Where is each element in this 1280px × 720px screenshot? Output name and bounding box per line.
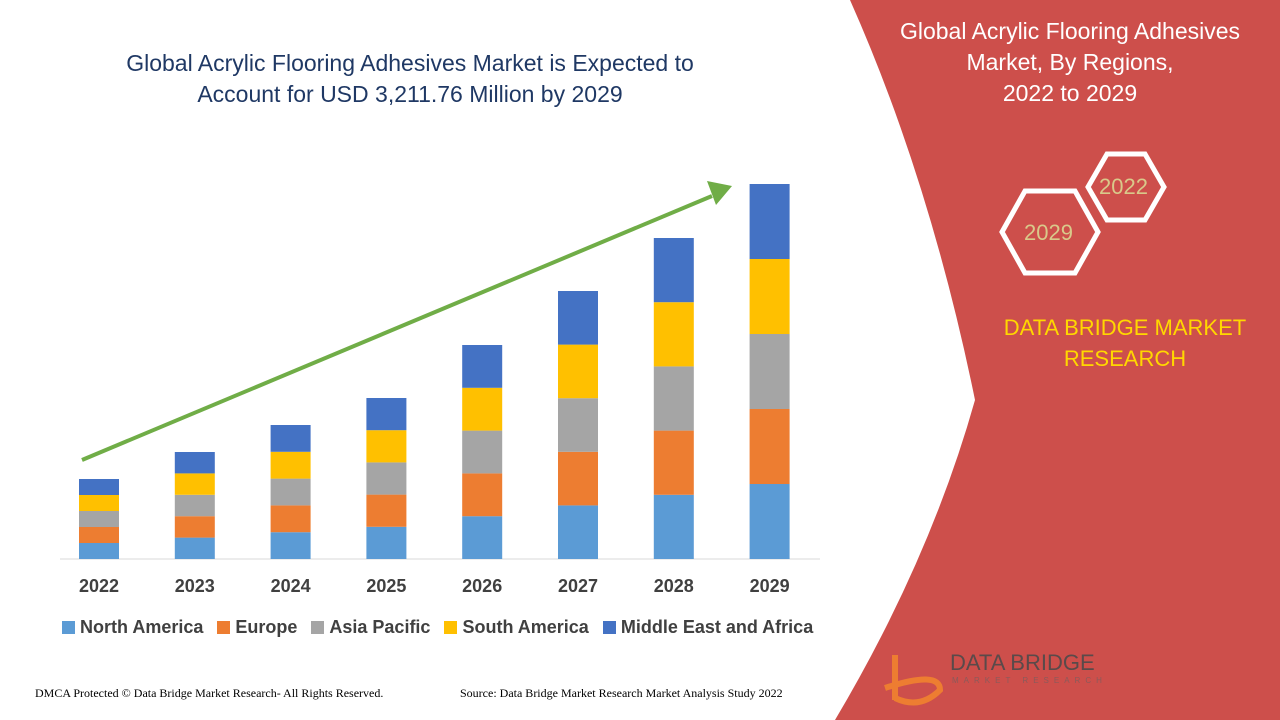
brand-line-2: RESEARCH bbox=[1063, 346, 1187, 371]
logo-subtext: MARKET RESEARCH bbox=[952, 676, 1107, 685]
bar-2022-north-america bbox=[79, 543, 119, 559]
legend-item: Asia Pacific bbox=[311, 617, 430, 638]
bar-2029-middle-east-and-africa bbox=[749, 184, 790, 259]
bar-2024-middle-east-and-africa bbox=[270, 425, 311, 452]
hex-label-2029: 2029 bbox=[1024, 220, 1073, 245]
x-tick-2022: 2022 bbox=[78, 576, 120, 596]
bar-2026-south-america bbox=[462, 387, 503, 431]
bar-2029-europe bbox=[749, 409, 790, 484]
trend-arrow bbox=[81, 194, 713, 462]
bar-2023-north-america bbox=[174, 537, 215, 559]
bar-2025-south-america bbox=[366, 430, 407, 463]
x-tick-2028: 2028 bbox=[653, 576, 694, 596]
brand-text: DATA BRIDGE MARKET RESEARCH bbox=[980, 312, 1270, 374]
trend-arrow-head bbox=[707, 181, 732, 205]
legend-item: Middle East and Africa bbox=[602, 617, 814, 638]
bar-2025-europe bbox=[366, 494, 407, 527]
footer-copyright: DMCA Protected © Data Bridge Market Rese… bbox=[35, 686, 384, 700]
bar-2027-europe bbox=[558, 451, 598, 506]
bar-2023-europe bbox=[174, 516, 215, 538]
bar-2024-asia-pacific bbox=[270, 478, 311, 506]
hexagon-2022 bbox=[1085, 151, 1167, 223]
x-tick-2029: 2029 bbox=[749, 576, 790, 596]
legend-item: Europe bbox=[217, 617, 297, 638]
bar-2029-north-america bbox=[749, 484, 790, 559]
x-tick-2024: 2024 bbox=[270, 576, 311, 596]
legend-label: Europe bbox=[235, 617, 298, 637]
logo-text: DATA BRIDGE bbox=[950, 650, 1095, 675]
bar-2025-middle-east-and-africa bbox=[366, 398, 407, 431]
bar-2022-europe bbox=[79, 527, 119, 543]
hexagon-2029 bbox=[999, 188, 1101, 276]
x-tick-2027: 2027 bbox=[557, 576, 599, 596]
legend-label: Middle East and Africa bbox=[620, 617, 814, 637]
bar-2023-south-america bbox=[174, 473, 215, 495]
bar-2029-asia-pacific bbox=[749, 334, 790, 409]
footer-source: Source: Data Bridge Market Research Mark… bbox=[460, 686, 783, 700]
side-panel bbox=[835, 0, 1280, 720]
bar-2025-north-america bbox=[366, 526, 407, 559]
legend-label: South America bbox=[462, 617, 589, 637]
logo-mark bbox=[884, 655, 944, 706]
brand-line-1: DATA BRIDGE MARKET bbox=[1003, 315, 1247, 340]
title-line-2: Account for USD 3,211.76 Million by 2029 bbox=[197, 81, 623, 107]
bar-2026-north-america bbox=[462, 516, 503, 559]
legend-label: North America bbox=[80, 617, 204, 637]
x-tick-2025: 2025 bbox=[366, 576, 407, 596]
bar-2027-south-america bbox=[558, 344, 598, 399]
side-title-2: Market, By Regions, bbox=[966, 49, 1174, 75]
chart-title: Global Acrylic Flooring Adhesives Market… bbox=[60, 48, 760, 110]
side-title-3: 2022 to 2029 bbox=[1002, 80, 1138, 106]
bar-2022-middle-east-and-africa bbox=[79, 479, 119, 495]
legend-swatch bbox=[217, 621, 231, 634]
bar-2027-middle-east-and-africa bbox=[558, 291, 598, 345]
x-tick-2023: 2023 bbox=[174, 576, 215, 596]
side-title: Global Acrylic Flooring Adhesives Market,… bbox=[880, 16, 1260, 109]
hex-label-2022: 2022 bbox=[1099, 174, 1148, 199]
legend-swatch bbox=[444, 621, 458, 634]
bar-2028-middle-east-and-africa bbox=[653, 238, 694, 303]
legend: North America Europe Asia Pacific South Ame… bbox=[62, 617, 813, 638]
bar-2024-north-america bbox=[270, 532, 311, 559]
bar-2029-south-america bbox=[749, 259, 790, 334]
bar-2024-europe bbox=[270, 505, 311, 533]
bar-2024-south-america bbox=[270, 451, 311, 479]
bar-2023-middle-east-and-africa bbox=[174, 452, 215, 474]
title-line-1: Global Acrylic Flooring Adhesives Market… bbox=[126, 50, 694, 76]
legend-label: Asia Pacific bbox=[329, 617, 431, 637]
bar-2026-europe bbox=[462, 473, 503, 517]
side-title-1: Global Acrylic Flooring Adhesives bbox=[899, 18, 1241, 44]
bar-2026-asia-pacific bbox=[462, 430, 503, 474]
bar-2023-asia-pacific bbox=[174, 494, 215, 517]
bar-2022-south-america bbox=[79, 495, 119, 511]
legend-item: South America bbox=[444, 617, 589, 638]
bar-2027-asia-pacific bbox=[558, 398, 598, 452]
bar-2027-north-america bbox=[558, 505, 598, 559]
bar-2026-middle-east-and-africa bbox=[462, 345, 503, 388]
legend-item: North America bbox=[62, 617, 203, 638]
bar-2028-south-america bbox=[653, 302, 694, 367]
legend-swatch bbox=[602, 621, 616, 634]
legend-swatch bbox=[311, 621, 325, 634]
bar-2028-north-america bbox=[653, 494, 694, 559]
legend-swatch bbox=[62, 621, 75, 634]
x-tick-2026: 2026 bbox=[462, 576, 503, 596]
bar-2022-asia-pacific bbox=[79, 511, 119, 527]
bar-2028-asia-pacific bbox=[653, 366, 694, 431]
bar-2028-europe bbox=[653, 430, 694, 495]
bar-2025-asia-pacific bbox=[366, 462, 407, 495]
